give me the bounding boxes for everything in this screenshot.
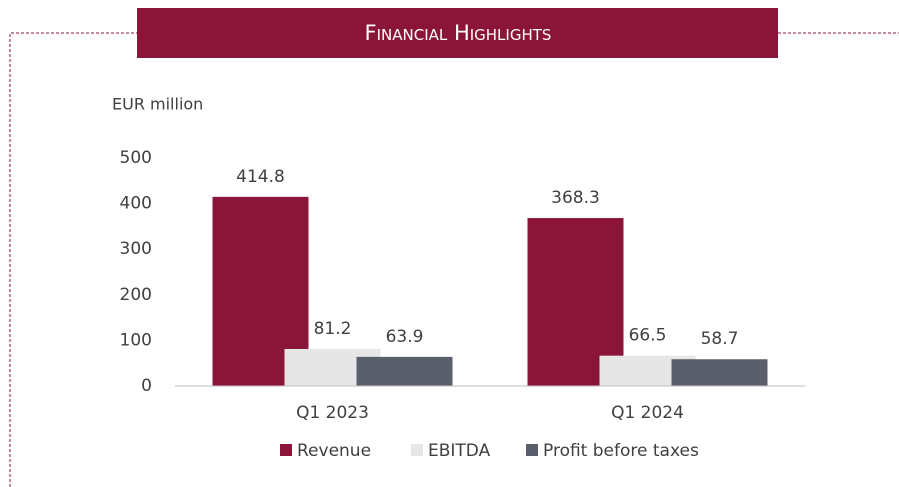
y-tick-label: 500 [120, 148, 152, 168]
legend-swatch [526, 444, 538, 456]
y-tick-label: 300 [120, 239, 152, 259]
x-tick-label: Q1 2024 [611, 403, 684, 423]
title-banner [137, 8, 778, 58]
legend-label: EBITDA [428, 441, 491, 461]
frame [9, 32, 899, 487]
bar [356, 356, 453, 386]
y-tick-label: 400 [120, 194, 152, 214]
value-label: 58.7 [701, 329, 739, 349]
x-tick-label: Q1 2023 [296, 403, 369, 423]
y-tick-label: 0 [141, 376, 152, 396]
y-axis-label: EUR million [112, 95, 203, 114]
legend-swatch [280, 444, 292, 456]
legend-label: Profit before taxes [543, 441, 699, 461]
y-tick-label: 200 [120, 285, 152, 305]
legend-label: Revenue [297, 441, 371, 461]
value-label: 81.2 [314, 319, 352, 339]
y-tick-label: 100 [120, 330, 152, 350]
value-label: 63.9 [386, 327, 424, 347]
value-label: 66.5 [629, 326, 667, 346]
value-label: 414.8 [236, 167, 285, 187]
chart-title: Financial Highlights [365, 21, 552, 45]
legend-swatch [411, 444, 423, 456]
bar [671, 359, 768, 386]
value-label: 368.3 [551, 188, 600, 208]
